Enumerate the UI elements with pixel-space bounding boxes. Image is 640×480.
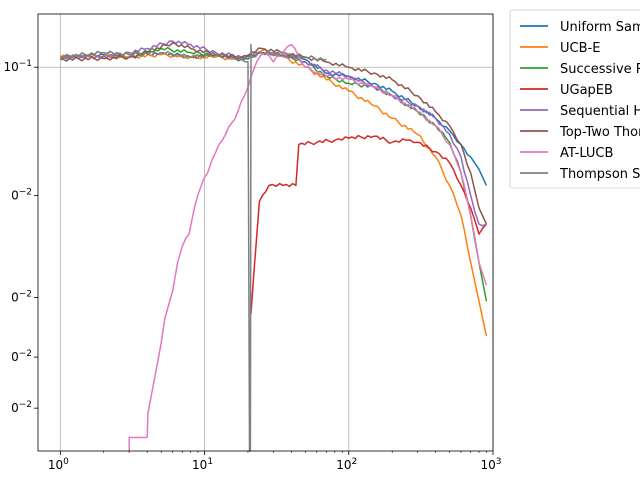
series-line xyxy=(128,43,488,451)
x-tick-label: 103 xyxy=(480,457,501,472)
x-tick-label: 101 xyxy=(192,457,213,472)
series-line xyxy=(60,42,488,225)
legend-label: UGapEB xyxy=(560,83,613,98)
y-tick-label: 10−1 xyxy=(3,59,32,74)
y-tick-label: 0−2 xyxy=(11,400,32,415)
legend-label: Thompson Sampling xyxy=(559,167,640,182)
legend: Uniform Sampling UCB-E Successive Rejects U… xyxy=(509,9,640,189)
series-line xyxy=(60,51,488,186)
grid xyxy=(38,14,494,451)
legend-label: UCB-E xyxy=(560,41,600,56)
series-line xyxy=(250,134,487,314)
legend-label: AT-LUCB xyxy=(560,146,613,161)
plot-frame xyxy=(37,13,494,452)
series-line xyxy=(59,48,488,337)
series-line xyxy=(60,43,327,452)
y-tick-label: 0−2 xyxy=(11,188,32,203)
legend-label: Sequential Halving xyxy=(560,104,640,119)
series-lines xyxy=(59,40,488,452)
axis-ticks: 100 101 102 103 10−1 0−2 0−2 0−2 0−2 xyxy=(3,59,501,472)
series-line xyxy=(60,46,488,302)
legend-label: Successive Rejects xyxy=(560,62,640,77)
y-tick-label: 0−2 xyxy=(11,349,32,364)
legend-label: Uniform Sampling xyxy=(560,20,640,35)
x-tick-label: 100 xyxy=(48,457,69,472)
legend-frame xyxy=(509,9,640,189)
series-line xyxy=(59,40,487,227)
y-tick-label: 0−2 xyxy=(11,290,32,305)
legend-label: Top-Two Thompson Sampling xyxy=(559,125,640,140)
x-tick-label: 102 xyxy=(336,457,357,472)
